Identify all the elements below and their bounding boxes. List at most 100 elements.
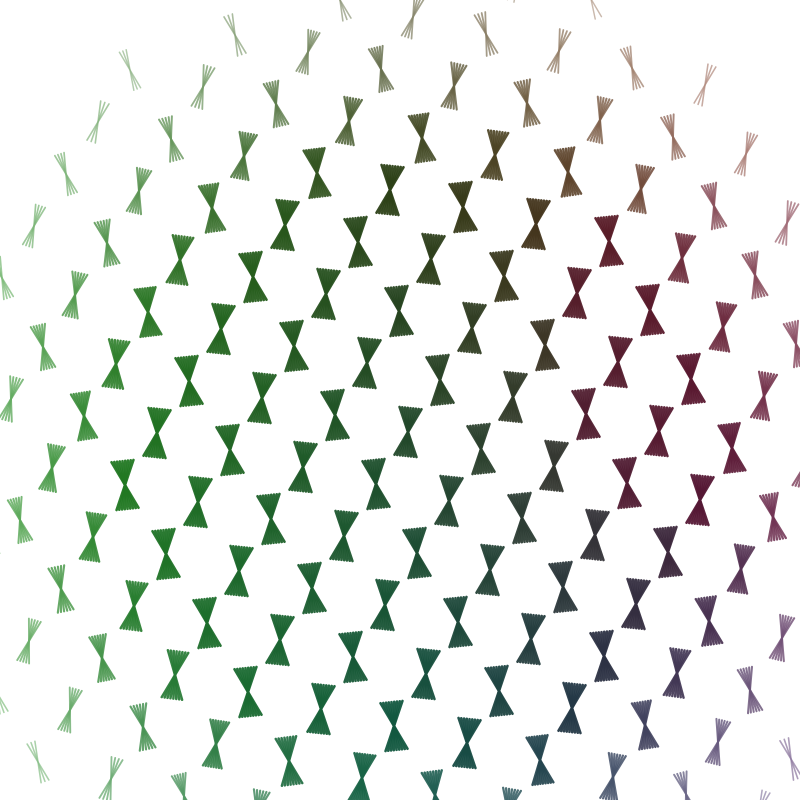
bowtie-stroke [416,234,446,284]
bowtie-glyph [329,509,359,563]
bowtie-stroke [627,166,655,212]
bowtie-stroke [311,269,341,319]
bowtie-stroke [190,67,216,107]
bowtie-stroke [726,546,756,592]
bowtie-stroke [767,491,779,543]
bowtie-glyph [768,613,796,663]
bowtie-stroke [594,629,614,683]
bowtie-glyph [717,421,747,475]
bowtie-glyph [416,232,446,286]
bowtie-stroke [125,48,135,92]
bowtie-glyph [774,200,800,246]
bowtie-stroke [499,788,517,800]
bowtie-stroke [125,170,153,212]
bowtie-glyph [662,647,692,699]
bowtie-stroke [774,203,800,243]
bowtie-stroke [243,250,263,304]
bowtie-stroke [252,789,262,800]
bowtie-stroke [206,304,236,354]
bowtie-stroke [329,511,359,561]
bowtie-glyph [118,48,142,92]
bowtie-glyph [375,163,405,217]
bowtie-glyph [233,665,263,719]
bowtie-stroke [370,580,400,630]
bowtie-glyph [93,218,121,268]
bowtie-stroke [434,476,464,526]
bowtie-stroke [580,510,610,560]
bowtie-stroke [181,771,187,800]
bowtie-stroke [169,115,173,163]
bowtie-glyph [165,233,195,287]
bowtie-glyph [201,718,231,770]
bowtie-glyph [262,79,290,129]
bowtie-stroke [553,560,573,614]
bowtie-glyph [0,255,15,301]
bowtie-glyph [86,100,110,144]
bowtie-stroke [243,791,271,800]
bowtie-stroke [457,303,487,353]
bowtie-glyph [224,544,254,598]
bowtie-stroke [751,790,767,800]
bowtie-glyph [475,543,505,597]
bowtie-stroke [751,250,759,300]
bowtie-stroke [156,527,176,581]
bowtie-glyph [782,319,800,369]
bowtie-stroke [407,526,427,580]
bowtie-stroke [249,790,265,800]
bowtie-stroke [142,408,172,458]
bowtie-glyph [700,181,728,231]
bowtie-stroke [452,718,482,768]
bowtie-glyph [379,699,409,753]
bowtie-stroke [471,422,491,476]
bowtie-glyph [265,613,295,667]
bowtie-glyph [571,387,601,441]
bowtie-stroke [39,322,47,372]
bowtie-glyph [361,457,391,511]
bowtie-glyph [759,491,787,543]
bowtie-glyph [110,458,140,512]
bowtie-stroke [325,388,345,442]
bowtie-glyph [206,302,236,356]
bowtie-stroke [0,672,5,714]
bowtie-glyph [400,0,426,40]
bowtie-glyph [402,526,432,580]
bowtie-stroke [599,214,619,268]
bowtie-stroke [658,525,678,579]
bowtie-glyph [0,375,24,423]
bowtie-glyph [256,492,286,546]
bowtie-stroke [685,475,715,525]
bowtie-stroke [644,406,674,456]
bowtie-stroke [384,699,404,753]
bowtie-stroke [366,457,386,511]
bowtie-stroke [201,721,231,767]
bowtie-stroke [755,789,763,800]
bowtie-stroke [516,614,546,664]
bowtie-stroke [638,699,652,751]
bowtie-glyph [589,629,619,683]
bowtie-stroke [453,180,473,234]
bowtie-stroke [246,790,268,800]
bowtie-glyph [457,301,487,355]
bowtie-glyph [733,131,759,177]
bowtie-glyph [335,95,363,147]
bowtie-glyph [0,671,9,715]
bowtie-glyph [791,442,800,488]
bowtie-stroke [393,407,423,457]
bowtie-stroke [86,103,110,141]
bowtie-stroke [16,620,42,662]
bowtie-glyph [230,130,258,182]
bowtie-stroke [335,98,363,144]
bowtie-stroke [504,787,512,800]
bowtie-glyph [183,475,213,529]
bowtie-glyph [521,197,551,251]
bowtie-stroke [521,199,551,249]
bowtie-stroke [348,215,368,269]
bowtie-stroke [681,352,701,406]
bowtie-stroke [794,443,800,487]
bowtie-glyph [367,44,395,94]
bowtie-glyph [302,146,332,200]
bowtie-glyph [673,770,699,800]
bowtie-glyph [21,203,47,249]
bowtie-stroke [448,595,468,649]
